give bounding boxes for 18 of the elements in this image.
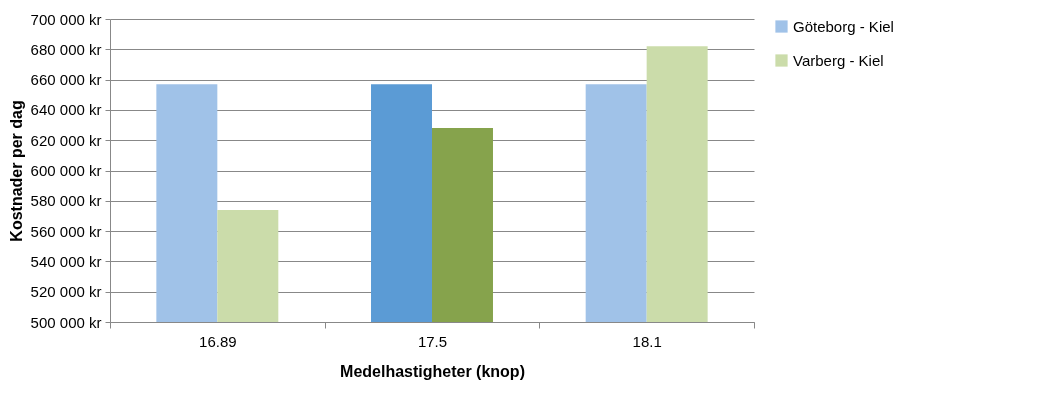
legend-label: Varberg - Kiel [793, 51, 884, 69]
y-tick-label: 620 000 kr [30, 131, 102, 149]
y-tick-label: 580 000 kr [30, 192, 102, 210]
legend-label: Göteborg - Kiel [793, 17, 894, 35]
y-axis-title: Kostnader per dag [7, 100, 25, 242]
x-tick-label: 16.89 [199, 332, 237, 350]
x-tick-label: 17.5 [417, 332, 448, 350]
y-tick-label: 500 000 kr [30, 313, 102, 331]
x-axis-title: Medelhastigheter (knop) [340, 362, 525, 380]
y-tick-label: 540 000 kr [30, 252, 102, 270]
y-tick-label: 700 000 kr [30, 10, 102, 28]
x-tick-label: 18.1 [632, 332, 662, 350]
y-tick-label: 680 000 kr [30, 40, 102, 58]
y-tick-label: 520 000 kr [30, 283, 102, 301]
y-tick-label: 640 000 kr [30, 101, 102, 119]
y-tick-label: 560 000 kr [30, 222, 102, 240]
y-tick-label: 660 000 kr [30, 71, 102, 89]
y-tick-label: 600 000 kr [30, 162, 102, 179]
